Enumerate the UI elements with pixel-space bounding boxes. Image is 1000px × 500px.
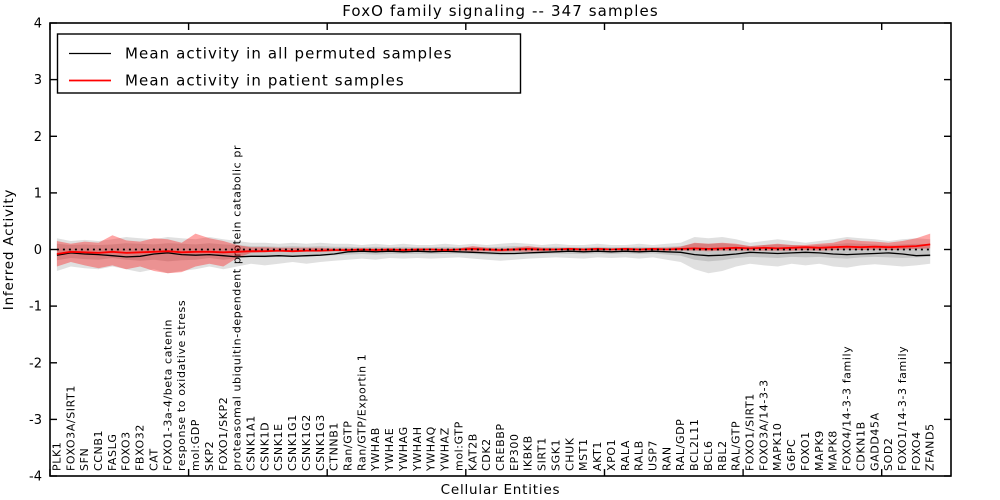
x-tick-label: CSNK1G1 xyxy=(286,414,299,471)
legend-label-permuted: Mean activity in all permuted samples xyxy=(125,45,453,63)
x-tick-label: mol:GTP xyxy=(452,421,465,471)
patient-range-band xyxy=(56,233,931,274)
x-tick-label: CAT xyxy=(148,448,161,471)
permuted-range-inner-band xyxy=(56,243,931,262)
x-tick-label: FOXO1/SKP2 xyxy=(217,397,230,471)
x-tick-label: KAT2B xyxy=(466,433,479,471)
x-tick-label: MAPK10 xyxy=(771,423,784,471)
x-tick-label: GADD45A xyxy=(868,412,881,471)
x-tick-label: FOXO1/14-3-3 family xyxy=(896,346,909,471)
y-tick-label: -2 xyxy=(29,356,42,371)
x-tick-label: CDKN1B xyxy=(854,421,867,471)
y-tick-label: 0 xyxy=(34,243,42,258)
x-tick-label: FOXO3A/SIRT1 xyxy=(64,385,77,471)
legend-box xyxy=(56,33,522,94)
x-tick-label: USP7 xyxy=(647,440,660,471)
y-axis-label: Inferred Activity xyxy=(1,189,17,310)
x-tick-label: G6PC xyxy=(785,439,798,471)
x-tick-label: FOXO4/14-3-3 family xyxy=(841,346,854,471)
x-tick-label: SFN xyxy=(78,448,91,471)
x-tick-label: FOXO1 xyxy=(799,431,812,471)
legend: Mean activity in all permuted samples Me… xyxy=(56,33,522,94)
x-tick-label: CSNK1G2 xyxy=(300,414,313,471)
x-tick-label: Ran/GTP/Exportin 1 xyxy=(355,354,368,471)
legend-label-patient: Mean activity in patient samples xyxy=(125,72,405,90)
x-tick-label: BCL2L11 xyxy=(688,419,701,472)
x-tick-label: YWHAZ xyxy=(439,427,452,472)
y-tick-label: -1 xyxy=(29,300,42,315)
x-tick-label: RAN xyxy=(660,446,673,471)
x-tick-label: EP300 xyxy=(508,433,521,471)
x-tick-label: response to oxidative stress xyxy=(175,300,188,471)
x-tick-label: FOXO3A/14-3-3 xyxy=(757,379,770,471)
x-tick-label: XPO1 xyxy=(605,439,618,471)
x-tick-label: proteasomal ubiquitin-dependent protein … xyxy=(231,145,244,471)
x-tick-label: Ran/GTP xyxy=(342,420,355,471)
x-tick-label: YWHAG xyxy=(397,426,410,472)
y-tick-label: 1 xyxy=(34,186,42,201)
x-tick-label: IKBKB xyxy=(522,435,535,471)
y-tick-label: -4 xyxy=(29,470,42,485)
y-tick-label: 2 xyxy=(34,130,42,145)
y-tick-label: -3 xyxy=(29,413,42,428)
x-tick-label: SGK1 xyxy=(549,439,562,471)
x-tick-label: CSNK1E xyxy=(272,423,285,471)
x-axis-label: Cellular Entities xyxy=(441,482,561,498)
x-tick-label: FBXO32 xyxy=(134,424,147,471)
x-tick-label: YWHAQ xyxy=(425,426,438,472)
x-tick-label: MAPK9 xyxy=(813,430,826,471)
permuted-range-outer-band xyxy=(56,237,931,274)
x-tick-label: SKP2 xyxy=(203,441,216,471)
x-tick-label: CSNK1G3 xyxy=(314,414,327,471)
x-tick-label: CTNNB1 xyxy=(328,422,341,471)
x-tick-label: SOD2 xyxy=(882,437,895,471)
x-tick-label: MAPK8 xyxy=(827,430,840,471)
x-tick-label: RALB xyxy=(633,440,646,471)
x-tick-label: CREBBP xyxy=(494,423,507,471)
x-tick-label: YWHAB xyxy=(369,427,382,472)
x-tick-label: SIRT1 xyxy=(536,437,549,471)
x-tick-label: RALA xyxy=(619,440,632,471)
x-tick-label: mol:GDP xyxy=(189,419,202,471)
series-line-0 xyxy=(56,250,931,258)
x-tick-label: RAL/GDP xyxy=(674,419,687,471)
x-tick-label: CSNK1A1 xyxy=(245,415,258,471)
x-tick-label: YWHAH xyxy=(411,426,424,472)
x-tick-label: RBL2 xyxy=(716,440,729,471)
y-tick-label: 3 xyxy=(34,73,42,88)
chart-title: FoxO family signaling -- 347 samples xyxy=(342,2,659,20)
x-tick-label: FOXO1/SIRT1 xyxy=(744,393,757,471)
x-tick-label: CSNK1D xyxy=(258,422,271,471)
series-line-1 xyxy=(56,243,931,255)
x-tick-label: FOXO4 xyxy=(910,431,923,471)
x-tick-label: MST1 xyxy=(577,438,590,471)
x-tick-label: AKT1 xyxy=(591,441,604,471)
x-tick-label: CDK2 xyxy=(480,438,493,471)
x-tick-label: BCL6 xyxy=(702,440,715,471)
x-tick-label: FASLG xyxy=(106,434,119,471)
y-tick-label: 4 xyxy=(34,17,42,32)
x-tick-label: PLK1 xyxy=(50,442,63,471)
x-tick-label: ZFAND5 xyxy=(924,423,937,471)
plot-area: PLK1 FOXO3A/SIRT1 SFN CCNB1 FASLG FOXO3 FBXO32… xyxy=(50,145,936,472)
x-tick-label: CCNB1 xyxy=(92,430,105,471)
x-tick-label: RAL/GTP xyxy=(730,421,743,471)
axis-ticks: -4 -3 -2 -1 0 1 2 3 4 xyxy=(29,17,951,485)
x-tick-label: FOXO3 xyxy=(120,431,133,471)
x-tick-label: YWHAE xyxy=(383,428,396,472)
x-tick-label: FOXO1-3a-4/beta catenin xyxy=(161,319,174,471)
x-tick-label: CHUK xyxy=(563,437,576,471)
